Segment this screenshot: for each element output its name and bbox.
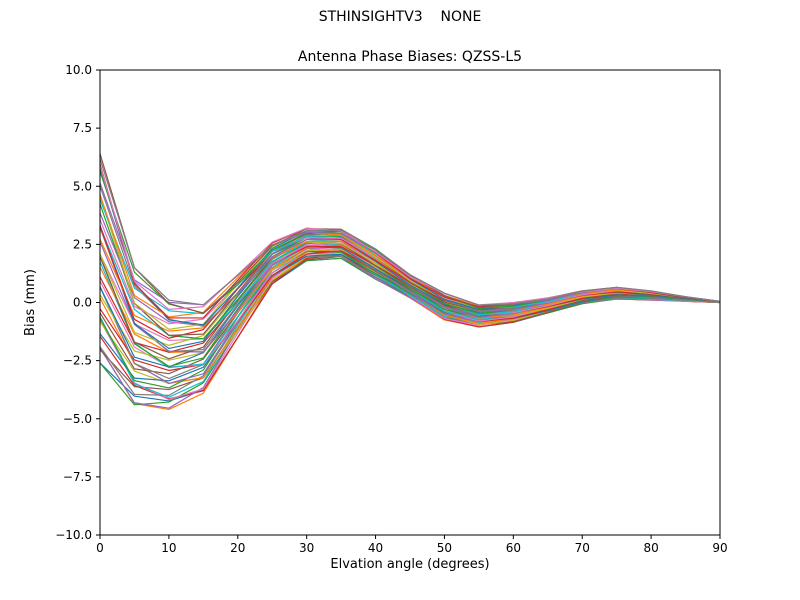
series-line (99, 195, 721, 330)
y-tick-label: 10.0 (65, 63, 92, 77)
x-tick-label: 20 (230, 541, 245, 555)
figure-suptitle: STHINSIGHTV3 NONE (318, 9, 482, 25)
y-tick-label: −2.5 (63, 354, 92, 368)
series-line (99, 203, 721, 340)
series-line (99, 241, 721, 360)
series-line (99, 255, 721, 409)
x-tick-label: 80 (643, 541, 658, 555)
x-tick-label: 70 (575, 541, 590, 555)
x-axis-label: Elvation angle (degrees) (330, 557, 489, 572)
series-line (99, 246, 721, 368)
chart-title: Antenna Phase Biases: QZSS-L5 (297, 49, 523, 65)
series-group (99, 153, 721, 411)
series-line (99, 243, 721, 369)
axes-group: 0 10 20 30 40 50 60 70 80 90 −10.0 −7.5 −5.0 −2.5 0.0 2… (55, 63, 727, 555)
y-tick-label: 0.0 (73, 296, 92, 310)
series-line (99, 165, 721, 310)
series-line (99, 212, 721, 327)
x-tick-label: 40 (368, 541, 383, 555)
series-line (99, 185, 721, 327)
y-tick-label: −5.0 (63, 412, 92, 426)
y-tick-label: −7.5 (63, 470, 92, 484)
y-tick-label: 2.5 (73, 237, 92, 251)
y-tick-label: 5.0 (73, 179, 92, 193)
series-line (99, 250, 721, 389)
y-axis-label: Bias (mm) (23, 269, 38, 336)
x-tick-label: 10 (161, 541, 176, 555)
y-tick-label: 7.5 (73, 121, 92, 135)
x-tick-label: 50 (437, 541, 452, 555)
x-tick-label: 60 (506, 541, 521, 555)
x-tick-label: 30 (299, 541, 314, 555)
axes-spines (99, 69, 721, 536)
y-tick-label: −10.0 (55, 528, 92, 542)
series-line (99, 158, 721, 306)
x-tick-label: 90 (712, 541, 727, 555)
series-line (99, 168, 721, 326)
x-tick-label: 0 (96, 541, 104, 555)
